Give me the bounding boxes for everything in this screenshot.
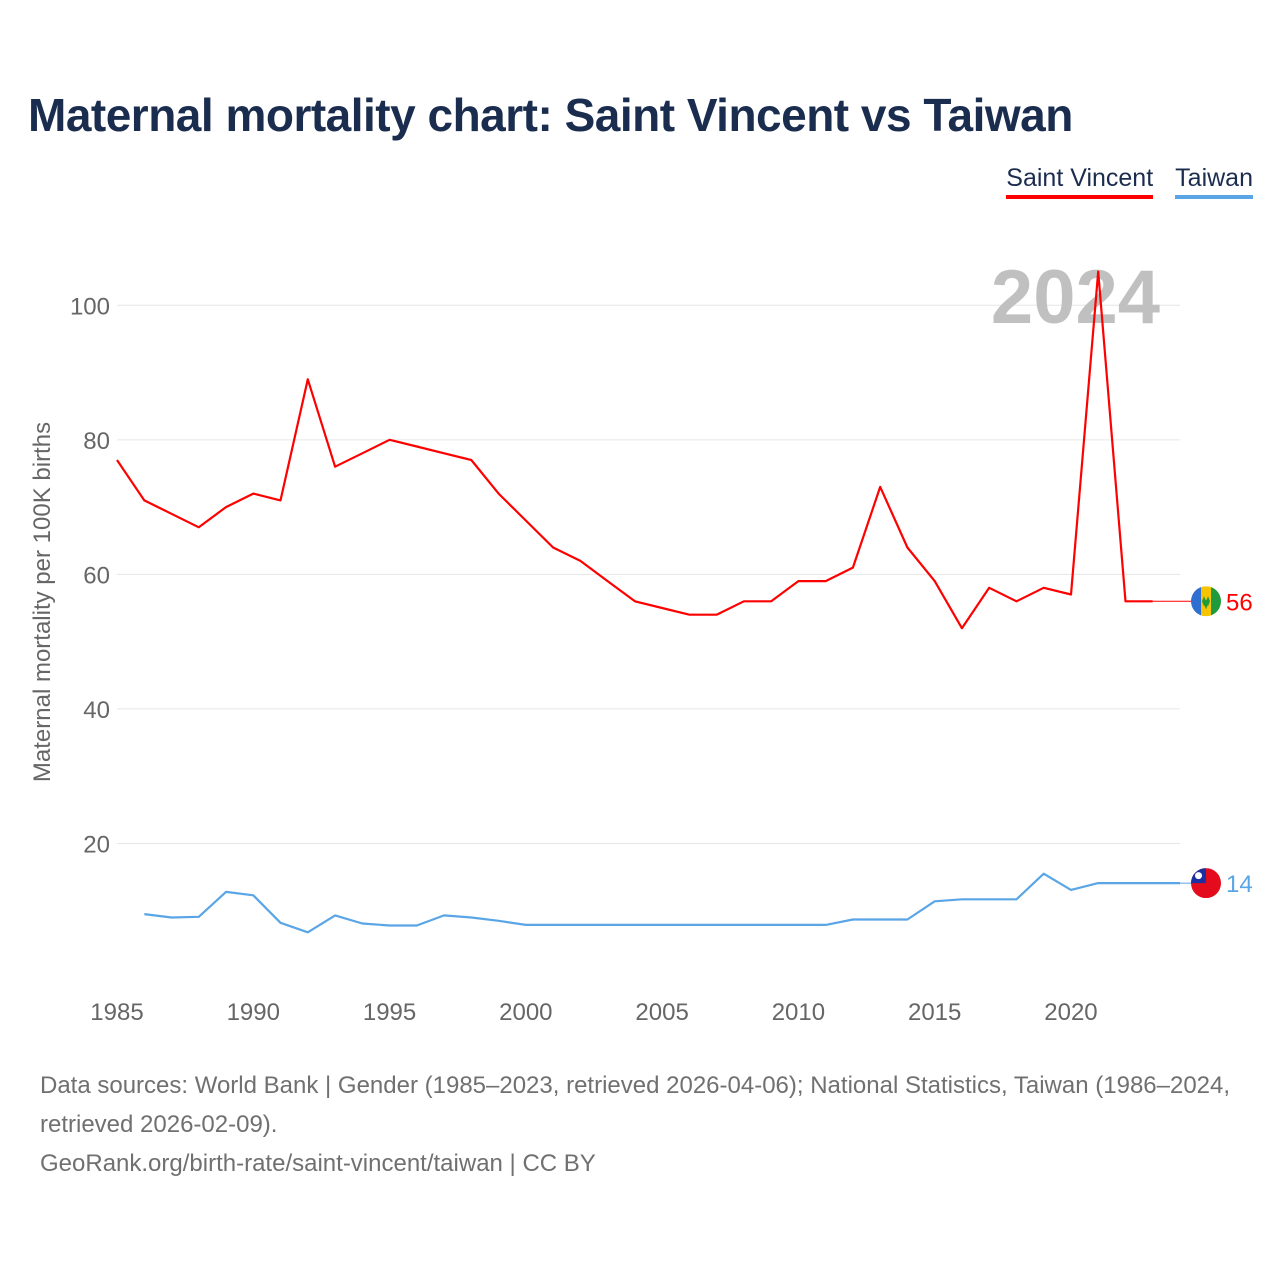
x-tick-label: 1995 [363, 999, 416, 1026]
y-tick-label: 40 [83, 697, 110, 724]
x-tick-label: 1990 [227, 999, 280, 1026]
page-title: Maternal mortality chart: Saint Vincent … [28, 89, 1073, 141]
credit-link[interactable]: GeoRank.org/birth-rate/saint-vincent/tai… [40, 1150, 596, 1177]
line-chart: 2024 20 40 60 80 100 1985 1990 1995 2000 2005 201… [29, 255, 1253, 1026]
chart-footer: Data sources: World Bank | Gender (1985–… [40, 1066, 1240, 1183]
x-axis-ticks: 1985 1990 1995 2000 2005 2010 2015 2020 [90, 999, 1097, 1026]
x-tick-label: 1985 [90, 999, 143, 1026]
y-tick-label: 20 [83, 831, 110, 858]
data-sources: Data sources: World Bank | Gender (1985–… [40, 1072, 1231, 1138]
x-tick-label: 2015 [908, 999, 961, 1026]
saint-vincent-flag-icon [1191, 586, 1221, 617]
gridlines [117, 304, 1180, 844]
legend-taiwan[interactable]: Taiwan [1175, 164, 1253, 199]
y-axis-label: Maternal mortality per 100K births [29, 422, 56, 782]
end-value-label: 14 [1226, 871, 1253, 898]
y-tick-label: 100 [70, 293, 110, 320]
y-tick-label: 60 [83, 562, 110, 589]
end-value-label: 56 [1226, 589, 1253, 616]
y-tick-label: 80 [83, 428, 110, 455]
series-line-taiwan[interactable] [144, 872, 1180, 934]
year-watermark: 2024 [991, 255, 1160, 340]
taiwan-flag-icon [1191, 868, 1221, 899]
x-tick-label: 2000 [499, 999, 552, 1026]
x-tick-label: 2005 [635, 999, 688, 1026]
legend-saint-vincent[interactable]: Saint Vincent [1006, 164, 1154, 199]
x-tick-label: 2010 [772, 999, 825, 1026]
y-axis-ticks: 20 40 60 80 100 [70, 293, 110, 858]
series-line-saint-vincent[interactable] [116, 270, 1153, 630]
chart-legend: Saint Vincent Taiwan [1006, 164, 1253, 199]
x-tick-label: 2020 [1044, 999, 1097, 1026]
